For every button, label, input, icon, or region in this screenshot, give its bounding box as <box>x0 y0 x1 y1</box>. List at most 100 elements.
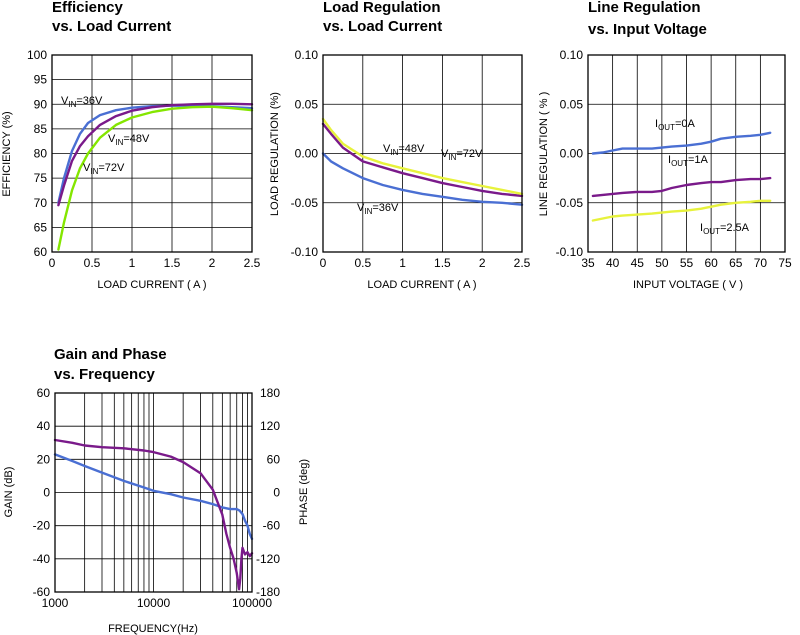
annotation-base: V <box>383 143 391 155</box>
y-tick-label: 80 <box>34 147 48 161</box>
plot-frame <box>54 392 253 593</box>
chart-title-line-1: Efficiency <box>52 0 124 16</box>
y-tick-label: 85 <box>34 122 48 136</box>
chart-title-line-1: Line Regulation <box>588 0 701 16</box>
annotation-value: =48V <box>123 133 150 145</box>
y-tick-label: 0.05 <box>295 97 319 111</box>
x-tick-label: 1 <box>399 256 406 270</box>
annotation-subscript: OUT <box>671 159 688 168</box>
series-line <box>321 117 524 196</box>
y-axis-label: GAIN (dB) <box>3 467 15 518</box>
annotation-value: =2.5A <box>720 222 750 234</box>
y-tick-label: -60 <box>33 585 51 599</box>
annotation-vin-48v: VIN=48V <box>383 143 425 157</box>
y-tick-label: 95 <box>34 73 48 87</box>
annotation-value: =0A <box>675 118 696 130</box>
annotation-base: I <box>668 154 671 166</box>
annotation-subscript: IN <box>390 148 398 157</box>
y2-tick-label: 120 <box>260 419 280 433</box>
x-tick-label: 40 <box>606 256 620 270</box>
x-tick-label: 0.5 <box>354 256 371 270</box>
chart-title-line-2: vs. Load Current <box>323 18 442 35</box>
y-tick-label: 20 <box>37 452 51 466</box>
load-regulation-panel: Load Regulation vs. Load Current 0 0.5 1 1.… <box>269 0 531 291</box>
y-tick-label: 0 <box>43 486 50 500</box>
annotation-iout-2-5a: IOUT=2.5A <box>700 222 750 236</box>
annotation-value: =48V <box>398 143 425 155</box>
chart-title-line-2: vs. Input Voltage <box>588 21 707 38</box>
annotation-value: =36V <box>76 95 103 107</box>
y-tick-label: 100 <box>27 48 47 62</box>
annotation-base: I <box>655 118 658 130</box>
x-axis-label: LOAD CURRENT ( A ) <box>97 279 206 291</box>
x-tick-label: 2.5 <box>244 256 261 270</box>
annotation-subscript: IN <box>364 207 372 216</box>
chart-title-line-2: vs. Frequency <box>54 366 156 383</box>
y-tick-label: 70 <box>34 196 48 210</box>
annotation-subscript: OUT <box>658 123 675 132</box>
annotation-value: =1A <box>688 154 709 166</box>
y-tick-label: -40 <box>33 552 51 566</box>
efficiency-panel: Efficiency vs. Load Current 0 0.5 1 1.5 2 2.5… <box>1 0 261 291</box>
annotation-base: V <box>441 148 449 160</box>
y-tick-label: 40 <box>37 419 51 433</box>
x-tick-label: 1.5 <box>164 256 181 270</box>
x-tick-label: 60 <box>704 256 718 270</box>
plot-frame <box>51 54 253 253</box>
x-tick-label: 2.5 <box>514 256 531 270</box>
x-tick-label: 10000 <box>137 596 171 610</box>
y-tick-label: -20 <box>33 519 51 533</box>
x-tick-label: 70 <box>754 256 768 270</box>
annotation-value: =72V <box>98 162 125 174</box>
series-line <box>591 176 772 198</box>
x-tick-label: 65 <box>729 256 743 270</box>
annotation-base: V <box>357 202 365 214</box>
x-tick-label: 50 <box>655 256 669 270</box>
y2-tick-label: -60 <box>263 519 281 533</box>
y-tick-label: 75 <box>34 171 48 185</box>
annotation-iout-0a: IOUT=0A <box>655 118 695 132</box>
y-tick-label: 0.00 <box>560 147 584 161</box>
x-tick-label: 2 <box>479 256 486 270</box>
y2-tick-label: 180 <box>260 386 280 400</box>
y-axis-label: LINE REGULATION ( % ) <box>538 92 550 216</box>
series-line <box>321 152 524 206</box>
series-line <box>53 453 254 541</box>
y-tick-label: 0.00 <box>295 147 319 161</box>
y-tick-label: -0.10 <box>291 245 319 259</box>
x-tick-label: 0 <box>49 256 56 270</box>
chart-title-line-1: Load Regulation <box>323 0 441 16</box>
annotation-vin-48v: VIN=48V <box>108 133 150 147</box>
gain-phase-panel: Gain and Phase vs. Frequency 1000 10000 10… <box>3 346 310 635</box>
annotation-vin-72v: VIN=72V <box>441 148 483 162</box>
y2-tick-label: -120 <box>256 552 280 566</box>
annotation-vin-36v: VIN=36V <box>61 95 103 109</box>
annotation-base: I <box>700 222 703 234</box>
y-tick-label: 0.10 <box>295 48 319 62</box>
annotation-subscript: IN <box>115 138 123 147</box>
y2-tick-label: 60 <box>267 452 281 466</box>
x-axis-label: FREQUENCY(Hz) <box>108 623 198 635</box>
y-axis-label: EFFICIENCY (%) <box>1 111 13 196</box>
plot-frame <box>587 54 786 253</box>
annotation-subscript: IN <box>448 153 456 162</box>
y-tick-label: 0.10 <box>560 48 584 62</box>
x-axis-label: INPUT VOLTAGE ( V ) <box>633 279 743 291</box>
series-line <box>57 105 254 251</box>
annotation-base: V <box>83 162 91 174</box>
annotation-base: V <box>61 95 69 107</box>
x-tick-label: 1000 <box>42 596 69 610</box>
y-tick-label: 60 <box>37 386 51 400</box>
y2-tick-label: 0 <box>273 486 280 500</box>
chart-title-line-1: Gain and Phase <box>54 346 167 363</box>
annotation-vin-36v: VIN=36V <box>357 202 399 216</box>
y-tick-label: 0.05 <box>560 97 584 111</box>
annotation-base: V <box>108 133 116 145</box>
plot-frame <box>322 54 523 253</box>
chart-title-line-2: vs. Load Current <box>52 18 171 35</box>
x-tick-label: 1.5 <box>434 256 451 270</box>
x-tick-label: 35 <box>581 256 595 270</box>
y-tick-label: -0.10 <box>556 245 584 259</box>
y2-axis-label: PHASE (deg) <box>298 459 310 525</box>
